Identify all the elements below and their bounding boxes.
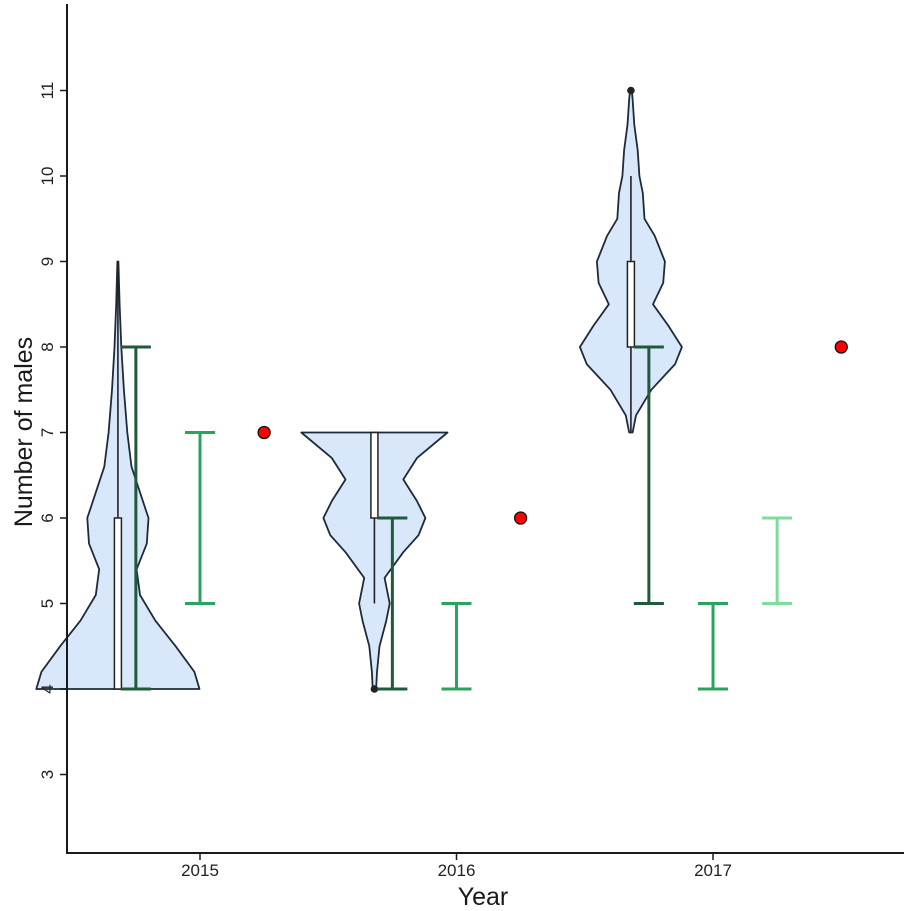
x-tick-label: 2015 [181, 861, 219, 880]
y-tick-label: 5 [38, 599, 57, 608]
violin-outlier-2017 [627, 87, 635, 95]
violin-outlier-2016 [371, 685, 379, 693]
x-axis-title: Year [458, 883, 509, 911]
y-tick-label: 6 [38, 513, 57, 522]
point-2017 [835, 341, 847, 353]
y-tick-label: 4 [38, 684, 57, 693]
point-2015 [258, 427, 270, 439]
errorbar-2015 [185, 433, 215, 604]
errorbar-2017 [698, 604, 728, 690]
x-tick-label: 2016 [438, 861, 476, 880]
violin-box-2017 [627, 262, 634, 348]
y-tick-label: 3 [38, 770, 57, 779]
y-tick-label: 7 [38, 428, 57, 437]
y-axis-title: Number of males [10, 337, 38, 527]
plot-marks [36, 87, 847, 693]
y-tick-label: 8 [38, 342, 57, 351]
y-tick-label: 11 [38, 82, 57, 100]
errorbar-2017 [762, 518, 792, 604]
y-tick-label: 9 [38, 257, 57, 266]
x-axis-ticks: 2015 2016 2017 [181, 853, 732, 880]
point-2016 [515, 512, 527, 524]
errorbar-2016 [442, 604, 472, 690]
violin-box-2015 [114, 518, 121, 689]
violin-box-2016 [371, 433, 378, 519]
x-tick-label: 2017 [694, 861, 732, 880]
y-tick-label: 10 [38, 167, 57, 186]
